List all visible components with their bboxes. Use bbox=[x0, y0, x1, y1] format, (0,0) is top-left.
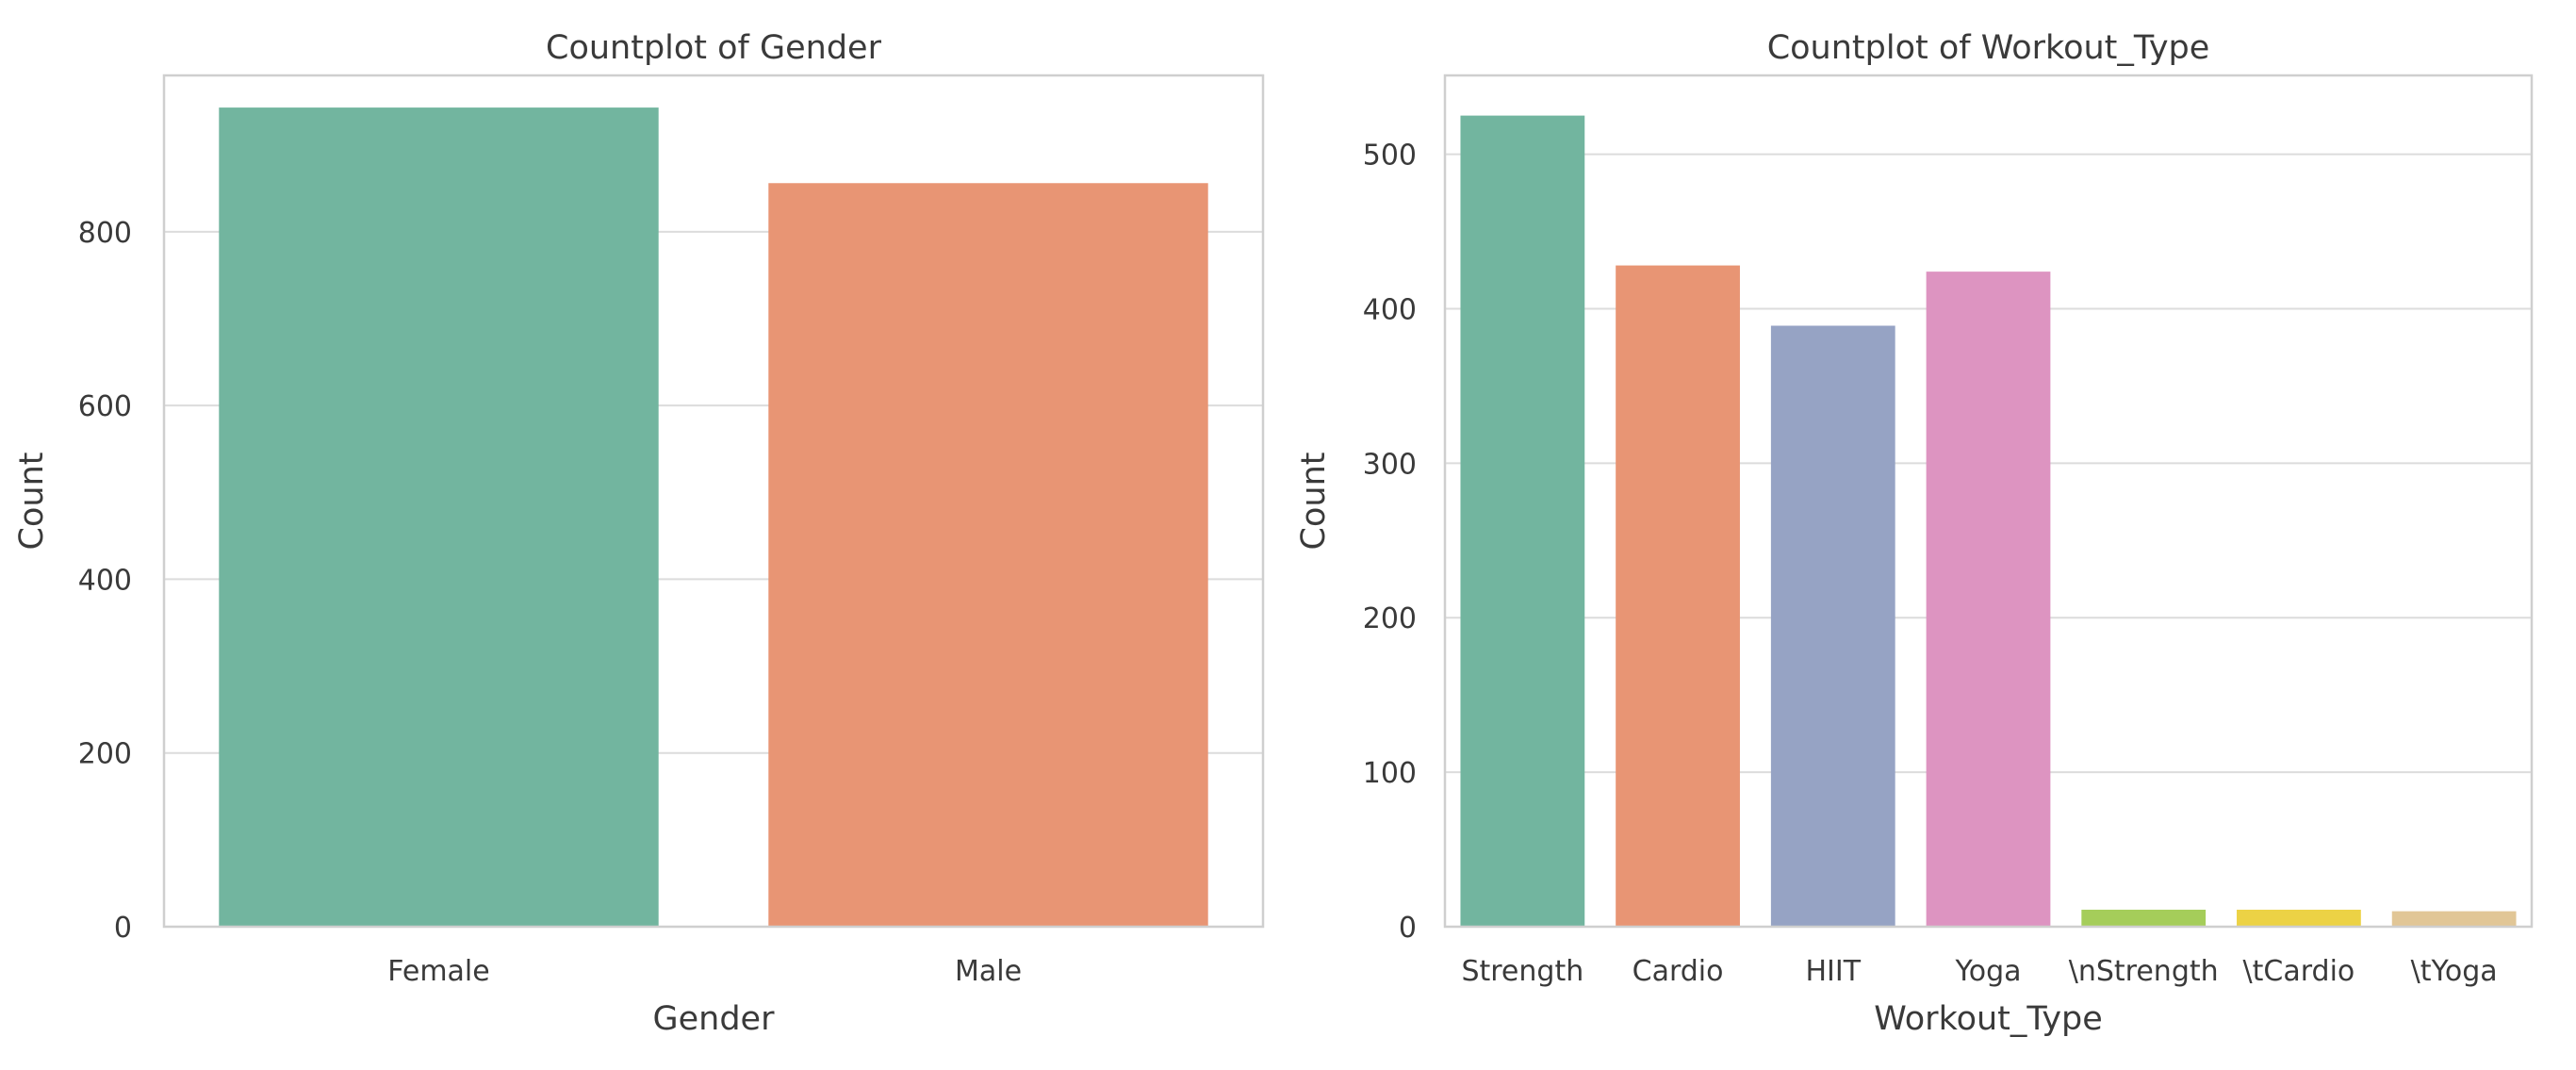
chart1-bar-2 bbox=[1770, 325, 1895, 927]
chart1-y-axis-label: Count bbox=[1295, 453, 1333, 551]
chart0-y-axis-label: Count bbox=[13, 453, 51, 551]
chart1-bar-5 bbox=[2237, 909, 2361, 927]
chart0-ytick-label: 400 bbox=[78, 564, 132, 597]
chart1-x-axis-label: Workout_Type bbox=[1874, 1000, 2103, 1038]
chart0-plot-frame bbox=[162, 74, 1265, 929]
chart1-bar-4 bbox=[2081, 909, 2207, 927]
chart1-bar-6 bbox=[2391, 911, 2517, 927]
chart1-bar-0 bbox=[1460, 115, 1585, 927]
chart1-ytick-label: 400 bbox=[1363, 293, 1417, 326]
chart1-ytick-label: 500 bbox=[1363, 140, 1417, 173]
chart1-ytick-label: 0 bbox=[1399, 912, 1417, 945]
chart0-bar-1 bbox=[768, 183, 1208, 927]
chart1-xtick-label: \tYoga bbox=[2411, 955, 2498, 988]
chart1-xtick-label: \tCardio bbox=[2243, 955, 2355, 988]
chart1-ytick-label: 200 bbox=[1363, 602, 1417, 635]
chart0-x-axis-label: Gender bbox=[653, 1000, 776, 1038]
chart0-xtick-label: Male bbox=[955, 955, 1022, 988]
chart1-xtick-label: Yoga bbox=[1954, 955, 2021, 988]
chart0-ytick-label: 800 bbox=[78, 217, 132, 250]
chart0-title: Countplot of Gender bbox=[546, 29, 882, 67]
chart0-ytick-label: 200 bbox=[78, 738, 132, 771]
chart0-xtick-label: Female bbox=[387, 955, 489, 988]
chart1-bar-1 bbox=[1616, 265, 1740, 927]
chart1-ytick-label: 300 bbox=[1363, 448, 1417, 481]
chart0-bar-0 bbox=[219, 107, 659, 928]
chart1-ytick-label: 100 bbox=[1363, 757, 1417, 790]
chart1-bar-3 bbox=[1926, 272, 2051, 928]
chart1-xtick-label: HIIT bbox=[1805, 955, 1861, 988]
chart1-xtick-label: Strength bbox=[1461, 955, 1583, 988]
chart1-plot-frame bbox=[1443, 74, 2534, 929]
chart0-ytick-label: 0 bbox=[114, 912, 132, 945]
chart1-xtick-label: \nStrength bbox=[2069, 955, 2219, 988]
chart1-xtick-label: Cardio bbox=[1633, 955, 1724, 988]
chart1-title: Countplot of Workout_Type bbox=[1767, 29, 2210, 67]
chart0-ytick-label: 600 bbox=[78, 390, 132, 423]
